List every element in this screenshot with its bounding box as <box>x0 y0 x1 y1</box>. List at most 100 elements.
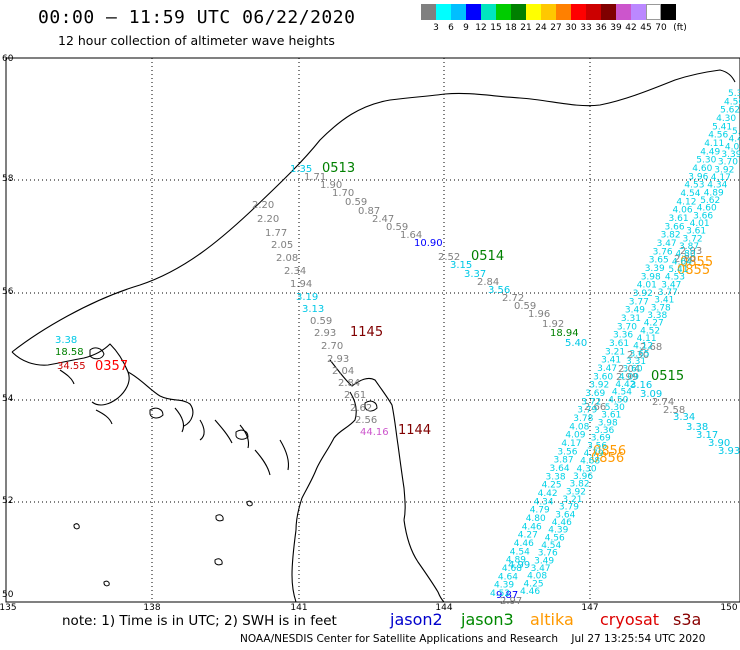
track-value-label: 3.65 <box>649 256 669 266</box>
wave-height-label: 18.94 <box>550 328 579 339</box>
color-scale-label: 9 <box>463 23 469 33</box>
track-value-label: 5.34 <box>728 89 740 99</box>
wave-height-label: 2.97 <box>500 596 522 607</box>
track-value-label: 4.39 <box>494 581 514 591</box>
track-value-label: 3.31 <box>621 314 641 324</box>
lat-label: 50 <box>2 590 14 600</box>
lon-label: 147 <box>581 603 599 613</box>
track-value-label: 4.56 <box>545 533 565 543</box>
track-value-label: 3.78 <box>651 303 671 313</box>
coastline <box>11 69 736 603</box>
wave-height-label: 1.70 <box>332 188 354 199</box>
legend-s3a: s3a <box>673 610 702 629</box>
lat-label: 52 <box>2 496 14 506</box>
track-value-label: 3.61 <box>609 339 629 349</box>
track-value-label: 4.53 <box>665 273 685 283</box>
track-value-label: 3.98 <box>641 272 661 282</box>
wave-height-label: 2.74 <box>652 397 674 408</box>
track-value-label: 3.76 <box>538 549 558 559</box>
track-value-label: 4.79 <box>530 506 550 516</box>
track-value-label: 3.92 <box>714 165 734 175</box>
wave-height-label: 2.20 <box>257 214 279 225</box>
track-value-label: 4.49 <box>700 147 720 157</box>
track-value-label: 3.60 <box>593 372 613 382</box>
color-swatch <box>616 4 631 20</box>
color-scale-label: 12 <box>475 23 487 33</box>
track-value-label: 4.11 <box>637 334 657 344</box>
track-value-label: 4.80 <box>676 250 696 260</box>
wave-height-label: 2.56 <box>355 415 377 426</box>
color-scale-label: 39 <box>610 23 622 33</box>
legend-altika: altika <box>530 610 574 629</box>
pass-time-label: 0856 <box>593 444 626 459</box>
legend-cryosat: cryosat <box>600 610 660 629</box>
track-value-label: 3.47 <box>657 239 677 249</box>
track-value-label: 3.92 <box>566 487 586 497</box>
color-swatch <box>541 4 556 20</box>
wave-height-label: 10.90 <box>414 238 443 249</box>
wave-height-label: 2.66 <box>584 402 606 413</box>
track-value-label: 4.89 <box>506 556 526 566</box>
color-swatch <box>556 4 571 20</box>
track-value-label: 5.62 <box>700 196 720 206</box>
wave-height-label: 2.05 <box>271 240 293 251</box>
track-value-label: 4.09 <box>565 431 585 441</box>
track-value-label: 5.30 <box>605 403 625 413</box>
track-value-label: 4.25 <box>524 579 544 589</box>
wave-height-label: 3.38 <box>686 422 708 433</box>
track-value-label: 4.46 <box>522 522 542 532</box>
lat-label: 56 <box>2 287 14 297</box>
lat-lon-grid <box>6 58 740 602</box>
wave-height-label: 2.93 <box>327 354 349 365</box>
map-frame <box>5 57 740 603</box>
color-swatch <box>451 4 466 20</box>
track-value-label: 3.79 <box>559 503 579 513</box>
track-value-label: 3.61 <box>601 411 621 421</box>
track-value-label: 3.61 <box>686 227 706 237</box>
track-value-label: 4.11 <box>704 139 724 149</box>
wave-height-label: 3.19 <box>296 292 318 303</box>
track-value-label: 3.56 <box>557 447 577 457</box>
track-value-label: 3.41 <box>654 296 674 306</box>
lon-label: 138 <box>143 603 161 613</box>
color-scale-unit: (ft) <box>673 23 687 33</box>
wave-height-label: 9.87 <box>496 590 518 601</box>
wave-height-label: 2.08 <box>276 253 298 264</box>
track-value-label: 3.65 <box>630 349 650 359</box>
track-value-label: 3.36 <box>594 426 614 436</box>
track-value-label: 4.46 <box>520 587 540 597</box>
track-value-label: 3.64 <box>555 510 575 520</box>
track-value-label: 4.68 <box>502 564 522 574</box>
wave-height-label: 18.58 <box>55 347 84 358</box>
wave-height-label: 2.04 <box>332 366 354 377</box>
wave-height-label: 3.90 <box>708 438 730 449</box>
track-value-label: 3.61 <box>669 214 689 224</box>
wave-height-label: 3.93 <box>718 446 740 457</box>
color-swatch <box>496 4 511 20</box>
wave-height-label: 2.70 <box>321 341 343 352</box>
footnote: note: 1) Time is in UTC; 2) SWH is in fe… <box>62 613 337 629</box>
color-scale-label: 15 <box>490 23 502 33</box>
track-value-label: 3.70 <box>718 158 738 168</box>
wave-height-label: 0.59 <box>386 222 408 233</box>
pass-time-label: 1144 <box>398 423 431 438</box>
wave-height-label: 1.90 <box>320 180 342 191</box>
track-value-label: 3.72 <box>683 234 703 244</box>
track-value-label: 4.60 <box>697 204 717 214</box>
color-swatch <box>586 4 601 20</box>
lat-label: 54 <box>2 394 14 404</box>
color-swatch <box>436 4 451 20</box>
track-value-label: 3.38 <box>546 472 566 482</box>
track-value-label: 3.41 <box>601 356 621 366</box>
track-value-label: 4.06 <box>725 142 740 152</box>
pass-time-label: 0856 <box>591 451 624 466</box>
track-value-label: 4.08 <box>527 572 547 582</box>
lon-label: 150 <box>720 603 738 613</box>
map-subtitle: 12 hour collection of altimeter wave hei… <box>58 33 335 48</box>
track-value-label: 3.66 <box>693 211 713 221</box>
wave-height-label: 2.34 <box>284 266 306 277</box>
track-value-label: 3.76 <box>653 247 673 257</box>
color-swatch <box>601 4 616 20</box>
color-swatch <box>661 4 676 20</box>
